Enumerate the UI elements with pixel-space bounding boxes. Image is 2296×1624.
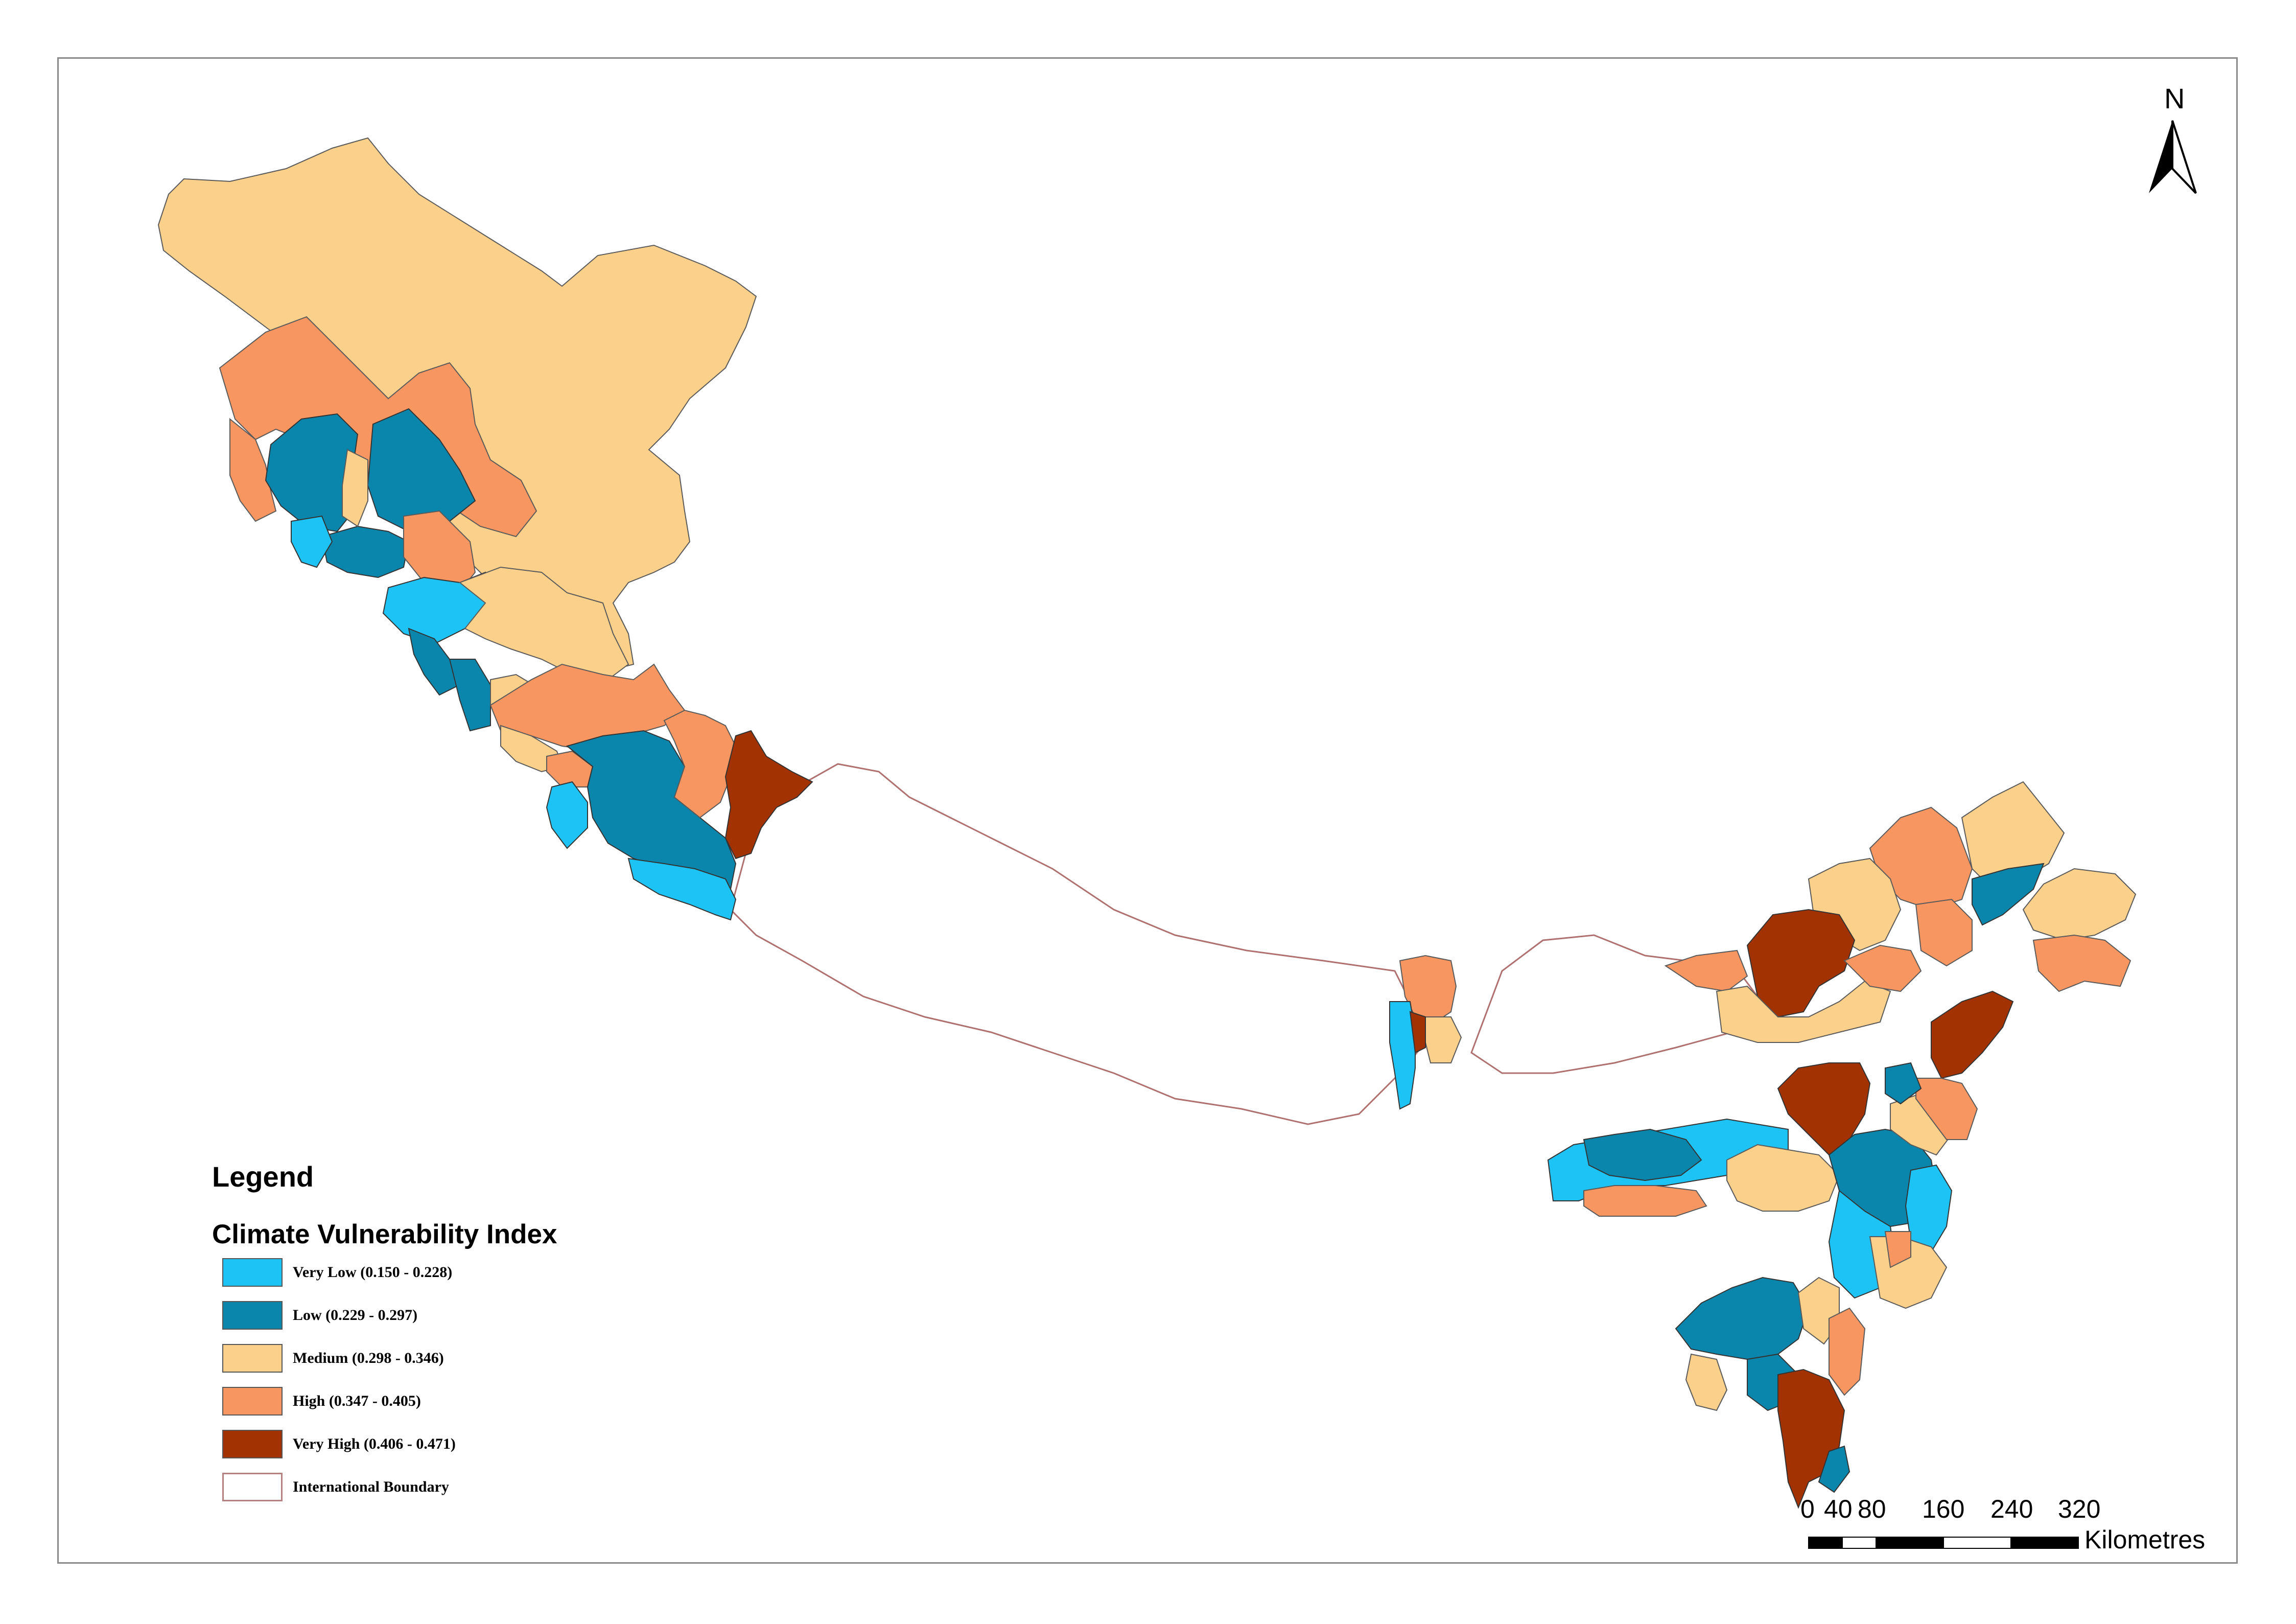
region-jammu-medium — [342, 449, 368, 527]
legend-label: Very High (0.406 - 0.471) — [293, 1435, 456, 1452]
region-tripura-medium — [1685, 1353, 1728, 1411]
region-kashmir-west — [229, 417, 277, 522]
legend-label: High (0.347 - 0.405) — [293, 1393, 421, 1409]
region-arunachal-medium-east — [2022, 868, 2137, 941]
legend-item-very-low: Very Low (0.150 - 0.228) — [222, 1257, 452, 1288]
legend-swatch-boundary — [222, 1473, 283, 1501]
legend-label: International Boundary — [293, 1478, 449, 1495]
legend-item-medium: Medium (0.298 - 0.346) — [222, 1343, 444, 1374]
scale-tick: 320 — [2058, 1495, 2101, 1523]
scale-tick: 40 — [1824, 1495, 1853, 1523]
region-assam-low-east — [1885, 1062, 1922, 1105]
region-jammu-low — [321, 525, 410, 578]
legend-subtitle: Climate Vulnerability Index — [212, 1219, 557, 1249]
region-arunachal-high-south — [1843, 944, 1922, 992]
legend-label: Very Low (0.150 - 0.228) — [293, 1264, 453, 1281]
region-uttarakhand-verylow-south — [627, 857, 737, 921]
region-darjeeling-veryhigh — [1409, 1011, 1426, 1054]
region-uttarakhand-verylow-west — [546, 781, 588, 849]
region-arunachal-high-2 — [1915, 898, 1973, 967]
scale-tick: 0 — [1800, 1495, 1815, 1523]
region-assam-high-south — [1884, 1231, 1911, 1268]
region-uttarakhand-veryhigh — [724, 730, 813, 860]
legend-swatch — [222, 1430, 283, 1458]
legend-swatch — [222, 1344, 283, 1373]
region-mizoram-high — [1829, 1307, 1866, 1396]
legend-item-high: High (0.347 - 0.405) — [222, 1386, 421, 1417]
legend-swatch — [222, 1258, 283, 1287]
region-arunachal-low-east — [1972, 863, 2045, 926]
region-arunachal-medium-south — [1716, 980, 1891, 1043]
scale-unit: Kilometres — [2084, 1525, 2206, 1554]
region-arunachal-high-east — [2032, 934, 2131, 992]
region-darjeeling-verylow — [1389, 1001, 1416, 1110]
legend-label: Medium (0.298 - 0.346) — [293, 1350, 444, 1366]
region-mizoram-veryhigh — [1777, 1368, 1845, 1509]
region-himachal-low-2 — [449, 659, 491, 732]
region-assam-veryhigh-north — [1777, 1062, 1871, 1156]
region-uttarakhand-high-3 — [663, 709, 737, 819]
region-assam-high-east — [1915, 1078, 1978, 1140]
region-meghalaya-high — [1583, 1185, 1707, 1217]
scale-tick: 80 — [1858, 1495, 1886, 1523]
region-jammu-verylow-1 — [291, 515, 333, 568]
north-label: N — [2164, 82, 2185, 114]
region-kashmir-low-2 — [367, 408, 476, 532]
scale-tick: 160 — [1922, 1495, 1965, 1523]
legend-swatch — [222, 1301, 283, 1330]
legend-swatch — [222, 1387, 283, 1416]
region-assam-veryhigh-east — [1931, 990, 2014, 1079]
map-frame — [57, 57, 2238, 1564]
region-assam-medium-west — [1726, 1144, 1840, 1212]
region-arunachal-high-west — [1664, 949, 1748, 992]
legend-item-low: Low (0.229 - 0.297) — [222, 1300, 417, 1331]
region-assam-verylow-east — [1905, 1164, 1953, 1253]
legend-item-international-boundary: International Boundary — [222, 1472, 449, 1502]
scale-tick: 240 — [1990, 1495, 2033, 1523]
region-himachal-low-west — [408, 628, 461, 696]
region-uttarakhand-low — [566, 730, 737, 890]
legend-title: Legend — [212, 1161, 314, 1193]
region-mizoram-low-south — [1818, 1445, 1850, 1493]
legend-label: Low (0.229 - 0.297) — [293, 1307, 418, 1324]
legend-item-very-high: Very High (0.406 - 0.471) — [222, 1429, 456, 1459]
region-meghalaya-low — [1583, 1128, 1702, 1181]
